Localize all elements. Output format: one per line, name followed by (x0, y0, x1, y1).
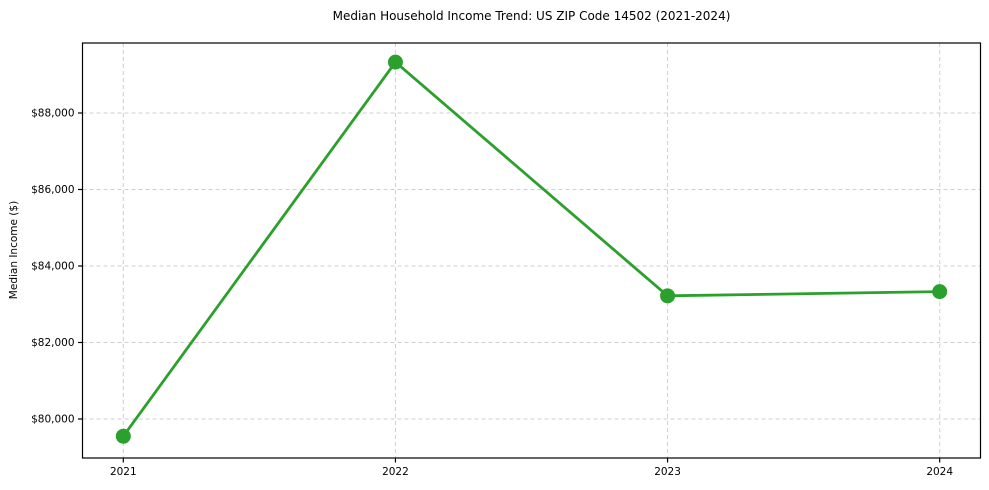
x-tick-label: 2022 (382, 466, 409, 478)
data-point-marker (932, 284, 948, 300)
data-point-marker (660, 288, 676, 304)
x-tick-label: 2024 (926, 466, 953, 478)
trend-line (121, 60, 942, 438)
axes-spines (81, 42, 982, 459)
y-tick-label: $86,000 (31, 184, 74, 196)
y-tick-label: $80,000 (31, 413, 74, 425)
y-tick-label: $84,000 (31, 260, 74, 272)
chart-title: Median Household Income Trend: US ZIP Co… (332, 9, 731, 23)
x-tick-label: 2023 (654, 466, 681, 478)
y-tick-label: $88,000 (31, 107, 74, 119)
y-tick-label: $82,000 (31, 337, 74, 349)
data-point-marker (387, 54, 403, 70)
data-point-marker (115, 428, 131, 444)
x-tick-label: 2021 (110, 466, 137, 478)
